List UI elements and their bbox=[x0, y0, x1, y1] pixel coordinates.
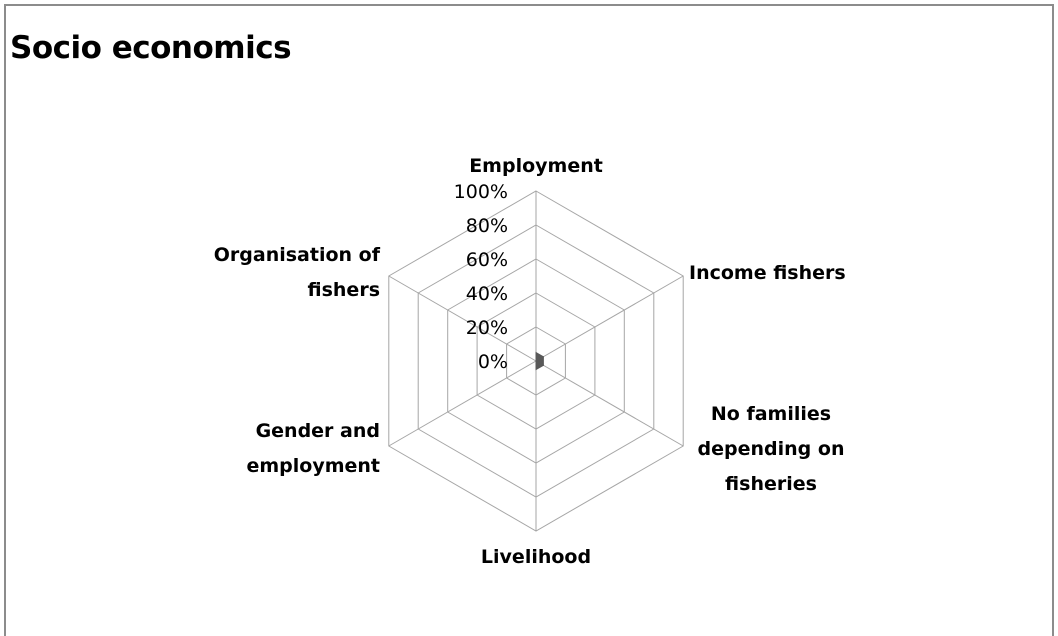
axis-label-2: No families depending on fisheries bbox=[698, 403, 845, 495]
axis-label-line: Livelihood bbox=[481, 546, 591, 568]
grid-layer bbox=[388, 190, 684, 532]
axis-label-line: depending on bbox=[698, 438, 845, 460]
chart-frame bbox=[4, 4, 1054, 636]
series-area bbox=[535, 351, 544, 371]
chart-title: Socio economics bbox=[10, 30, 292, 66]
tick-label: 20% bbox=[466, 317, 508, 339]
series-point-2 bbox=[542, 364, 544, 366]
grid-spoke bbox=[535, 360, 684, 447]
axis-label-line: fisheries bbox=[725, 473, 817, 495]
axis-label-4: Gender and employment bbox=[246, 420, 380, 477]
axis-label-line: Organisation of bbox=[214, 244, 381, 266]
series-point-3 bbox=[535, 369, 537, 370]
series-layer bbox=[535, 351, 544, 371]
series-point-0 bbox=[535, 352, 537, 353]
axis-label-line: employment bbox=[246, 455, 380, 477]
label-layer: Employment Income fishers No families depen… bbox=[214, 155, 846, 568]
axis-label-line: No families bbox=[711, 403, 831, 425]
axis-label-0: Employment bbox=[469, 155, 603, 177]
series-point-5 bbox=[535, 360, 537, 362]
axis-label-1: Income fishers bbox=[689, 262, 846, 284]
axis-label-line: Income fishers bbox=[689, 262, 846, 284]
tick-layer: 0% 20% 40% 60% 80% 100% bbox=[454, 181, 508, 373]
grid-spoke bbox=[388, 360, 537, 447]
axis-label-line: fishers bbox=[308, 279, 380, 301]
grid-spoke bbox=[535, 275, 684, 362]
axis-label-line: Employment bbox=[469, 155, 603, 177]
series-point-1 bbox=[542, 356, 544, 358]
axis-label-3: Livelihood bbox=[481, 546, 591, 568]
tick-label: 0% bbox=[478, 351, 508, 373]
tick-label: 40% bbox=[466, 283, 508, 305]
axis-label-5: Organisation of fishers bbox=[214, 244, 381, 301]
tick-label: 80% bbox=[466, 215, 508, 237]
tick-label: 60% bbox=[466, 249, 508, 271]
axis-label-line: Gender and bbox=[256, 420, 380, 442]
tick-label: 100% bbox=[454, 181, 508, 203]
grid-spoke bbox=[388, 275, 537, 362]
